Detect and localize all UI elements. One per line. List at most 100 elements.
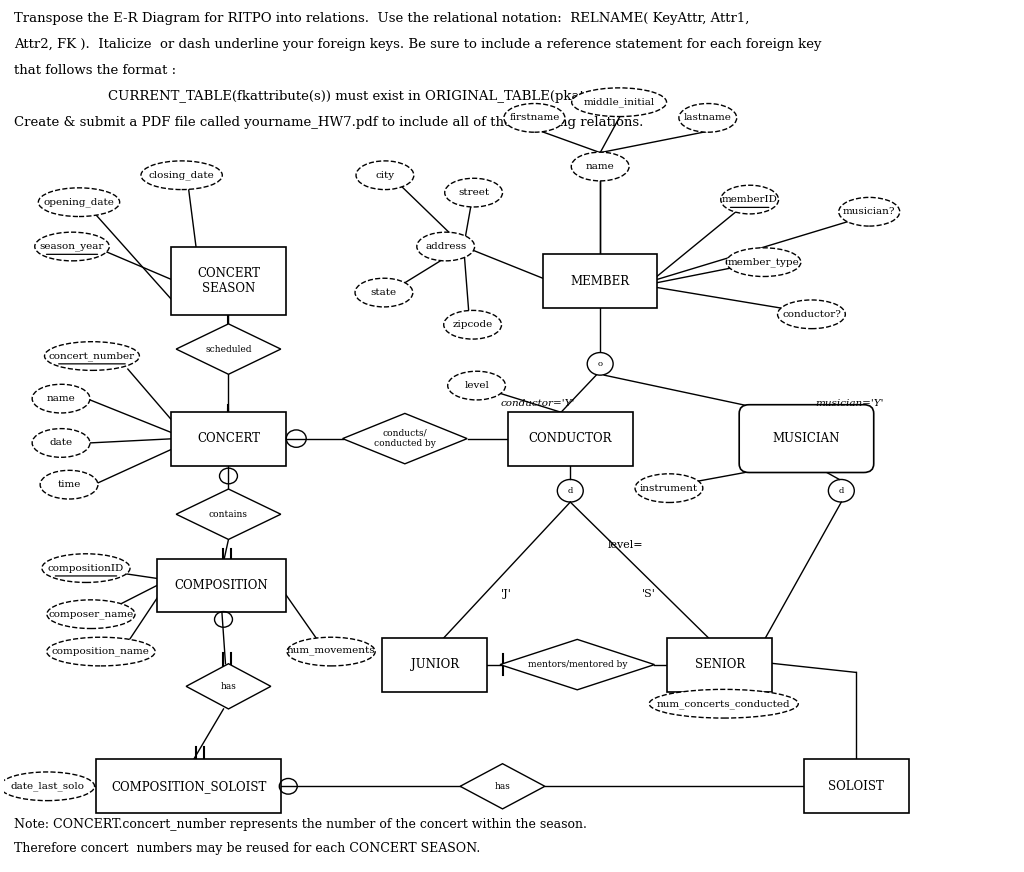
FancyBboxPatch shape <box>543 255 657 308</box>
Text: has: has <box>220 682 237 691</box>
Text: opening_date: opening_date <box>44 197 115 207</box>
Text: member_type: member_type <box>728 257 800 267</box>
Text: level: level <box>464 381 489 390</box>
Text: state: state <box>371 288 397 297</box>
Text: middle_initial: middle_initial <box>584 98 654 107</box>
Text: composition_name: composition_name <box>52 647 150 657</box>
Text: Attr2, FK ).  Italicize  or dash underline your foreign keys. Be sure to include: Attr2, FK ). Italicize or dash underline… <box>14 37 821 51</box>
Polygon shape <box>186 664 270 709</box>
Ellipse shape <box>40 470 98 499</box>
Text: conductor?: conductor? <box>782 310 841 319</box>
Ellipse shape <box>504 104 565 133</box>
Text: CURRENT_TABLE(fkattribute(s)) must exist in ORIGINAL_TABLE(pkattribute(s)): CURRENT_TABLE(fkattribute(s)) must exist… <box>74 90 652 103</box>
Polygon shape <box>176 324 281 374</box>
FancyBboxPatch shape <box>804 760 908 814</box>
Polygon shape <box>460 764 545 809</box>
Text: num_movements: num_movements <box>287 647 376 656</box>
FancyBboxPatch shape <box>382 637 487 691</box>
Ellipse shape <box>679 104 736 133</box>
Text: has: has <box>495 782 510 791</box>
Ellipse shape <box>447 371 506 400</box>
Text: conductor='Y': conductor='Y' <box>500 399 574 408</box>
FancyBboxPatch shape <box>171 412 286 466</box>
Text: mentors/mentored by: mentors/mentored by <box>527 660 627 669</box>
Text: name: name <box>586 162 614 171</box>
Text: street: street <box>458 188 489 197</box>
Text: Create & submit a PDF file called yourname_HW7.pdf to include all of the resulti: Create & submit a PDF file called yourna… <box>14 116 644 129</box>
Ellipse shape <box>649 690 799 718</box>
Text: that follows the format :: that follows the format : <box>14 64 176 77</box>
Text: address: address <box>425 242 466 251</box>
Text: Note: CONCERT.concert_number represents the number of the concert within the sea: Note: CONCERT.concert_number represents … <box>14 818 587 831</box>
Ellipse shape <box>141 161 222 189</box>
Text: SENIOR: SENIOR <box>694 658 744 671</box>
Polygon shape <box>343 413 467 464</box>
Text: MEMBER: MEMBER <box>570 275 630 288</box>
Text: closing_date: closing_date <box>148 170 214 181</box>
Text: musician?: musician? <box>843 208 895 216</box>
Text: CONDUCTOR: CONDUCTOR <box>528 433 612 445</box>
Text: lastname: lastname <box>684 113 732 122</box>
Text: name: name <box>47 394 76 403</box>
Ellipse shape <box>32 429 90 457</box>
Text: musician='Y': musician='Y' <box>815 399 884 408</box>
Text: date_last_solo: date_last_solo <box>10 781 84 791</box>
Text: season_year: season_year <box>40 242 104 251</box>
Text: level=: level= <box>607 540 643 549</box>
Ellipse shape <box>38 187 120 216</box>
Ellipse shape <box>443 310 502 339</box>
Ellipse shape <box>417 232 474 261</box>
Ellipse shape <box>571 153 629 181</box>
Ellipse shape <box>721 185 778 214</box>
Ellipse shape <box>355 278 413 307</box>
Text: COMPOSITION: COMPOSITION <box>175 579 268 592</box>
Ellipse shape <box>47 600 135 629</box>
Text: Transpose the E-R Diagram for RITPO into relations.  Use the relational notation: Transpose the E-R Diagram for RITPO into… <box>14 12 750 24</box>
Ellipse shape <box>287 637 375 666</box>
Text: COMPOSITION_SOLOIST: COMPOSITION_SOLOIST <box>111 780 266 793</box>
Ellipse shape <box>635 473 702 502</box>
Text: conducts/
conducted by: conducts/ conducted by <box>374 429 436 448</box>
Ellipse shape <box>777 300 846 329</box>
Text: d: d <box>839 487 844 494</box>
Ellipse shape <box>42 554 130 582</box>
Text: CONCERT
SEASON: CONCERT SEASON <box>197 268 260 296</box>
Text: time: time <box>57 480 81 489</box>
Text: composer_name: composer_name <box>48 610 133 619</box>
Text: contains: contains <box>209 510 248 519</box>
Ellipse shape <box>444 178 503 207</box>
Text: MUSICIAN: MUSICIAN <box>773 433 840 445</box>
FancyBboxPatch shape <box>171 248 286 315</box>
Polygon shape <box>500 639 654 690</box>
Text: firstname: firstname <box>509 113 559 122</box>
Text: scheduled: scheduled <box>205 344 252 353</box>
Text: SOLOIST: SOLOIST <box>828 780 884 793</box>
Ellipse shape <box>356 161 414 189</box>
Text: date: date <box>49 439 73 447</box>
Text: CONCERT: CONCERT <box>197 433 260 445</box>
Polygon shape <box>176 489 281 540</box>
Text: num_concerts_conducted: num_concerts_conducted <box>657 698 791 709</box>
Ellipse shape <box>0 772 94 800</box>
FancyBboxPatch shape <box>96 760 281 814</box>
Text: city: city <box>376 171 394 180</box>
Text: d: d <box>567 487 573 494</box>
Text: 'S': 'S' <box>642 589 656 599</box>
Text: 'J': 'J' <box>501 589 512 599</box>
Ellipse shape <box>35 232 110 261</box>
Text: JUNIOR: JUNIOR <box>411 658 459 671</box>
FancyBboxPatch shape <box>739 405 873 473</box>
Text: zipcode: zipcode <box>453 320 493 330</box>
Ellipse shape <box>726 248 801 276</box>
Text: memberID: memberID <box>722 195 777 204</box>
FancyBboxPatch shape <box>508 412 633 466</box>
Ellipse shape <box>839 197 900 226</box>
Text: compositionID: compositionID <box>48 563 124 573</box>
Text: o: o <box>598 360 603 368</box>
Ellipse shape <box>47 637 155 666</box>
FancyBboxPatch shape <box>157 559 287 612</box>
Ellipse shape <box>32 385 90 413</box>
Text: concert_number: concert_number <box>49 351 135 361</box>
Text: Therefore concert  numbers may be reused for each CONCERT SEASON.: Therefore concert numbers may be reused … <box>14 841 480 855</box>
Ellipse shape <box>44 342 139 371</box>
